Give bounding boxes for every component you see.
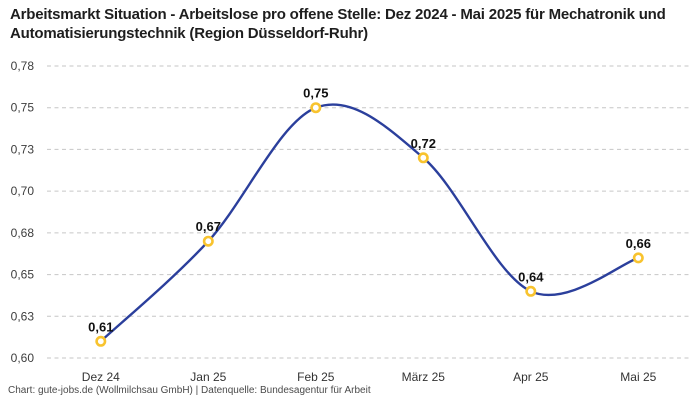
x-axis-tick-label: Feb 25 — [297, 370, 335, 384]
x-axis-tick-label: Dez 24 — [82, 370, 120, 384]
data-point-marker[interactable] — [417, 152, 429, 164]
y-axis-tick-label: 0,75 — [11, 101, 35, 115]
chart-footer-attribution: Chart: gute-jobs.de (Wollmilchsau GmbH) … — [8, 385, 371, 396]
data-point-marker[interactable] — [95, 335, 107, 347]
chart-title: Arbeitsmarkt Situation - Arbeitslose pro… — [10, 6, 666, 42]
data-point-value-label: 0,67 — [196, 219, 221, 234]
y-axis-tick-label: 0,60 — [11, 351, 35, 365]
data-point-marker[interactable] — [525, 285, 537, 297]
data-point-value-label: 0,75 — [303, 86, 328, 101]
y-axis-tick-label: 0,68 — [11, 226, 35, 240]
y-axis-tick-label: 0,65 — [11, 268, 35, 282]
data-point-marker[interactable] — [632, 252, 644, 264]
x-axis-tick-label: Jan 25 — [190, 370, 226, 384]
y-axis-tick-label: 0,73 — [11, 142, 35, 156]
data-point-value-label: 0,64 — [518, 269, 544, 284]
data-point-value-label: 0,66 — [626, 236, 651, 251]
x-axis-tick-label: Mai 25 — [620, 370, 656, 384]
x-axis-tick-label: Apr 25 — [513, 370, 549, 384]
x-axis-tick-label: März 25 — [402, 370, 446, 384]
y-axis-tick-label: 0,70 — [11, 184, 35, 198]
data-point-marker[interactable] — [202, 235, 214, 247]
data-series-line — [99, 103, 640, 343]
y-axis-tick-label: 0,63 — [11, 309, 35, 323]
data-point-value-label: 0,72 — [411, 136, 436, 151]
data-point-value-label: 0,61 — [88, 319, 113, 334]
y-axis-tick-label: 0,78 — [11, 59, 35, 73]
data-point-marker[interactable] — [310, 102, 322, 114]
